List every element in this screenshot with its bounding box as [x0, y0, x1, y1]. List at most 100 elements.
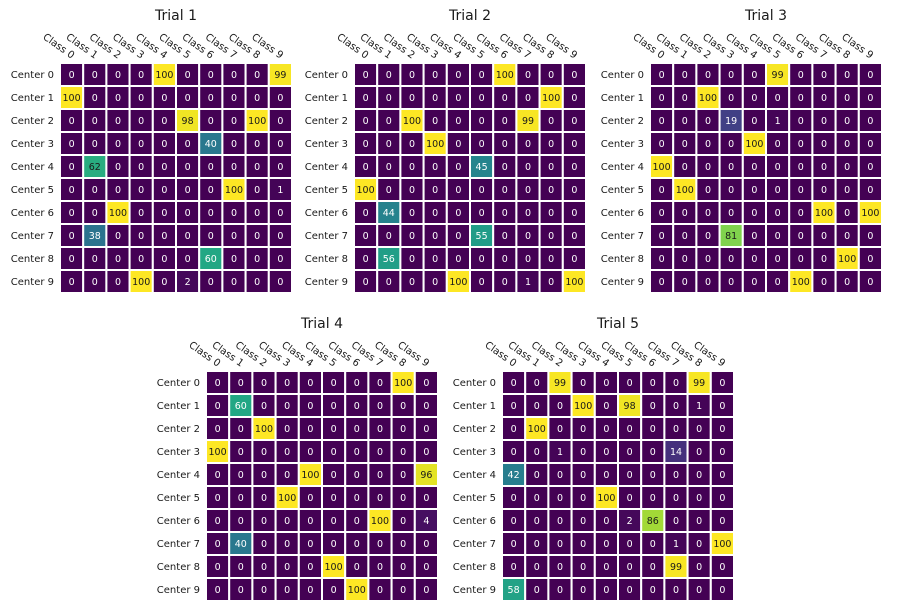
cell-value-label: 0 — [603, 585, 609, 596]
y-tick-label: Center 7 — [601, 231, 644, 242]
cell-value-label: 0 — [728, 185, 734, 196]
cell-value-label: 0 — [231, 277, 237, 288]
cell-value-label: 0 — [844, 139, 850, 150]
y-tick-label: Center 1 — [453, 401, 496, 412]
cell-value-label: 0 — [115, 139, 121, 150]
cell-value-label: 0 — [331, 539, 337, 550]
cell-value-label: 0 — [231, 162, 237, 173]
cell-value-label: 100 — [255, 424, 273, 435]
cell-value-label: 0 — [798, 93, 804, 104]
cell-value-label: 14 — [670, 447, 682, 458]
cell-value-label: 0 — [627, 539, 633, 550]
cell-value-label: 0 — [277, 277, 283, 288]
cell-value-label: 0 — [261, 470, 267, 481]
cell-value-label: 0 — [423, 562, 429, 573]
cell-value-label: 0 — [659, 70, 665, 81]
y-tick-label: Center 5 — [305, 185, 348, 196]
cell-value-label: 0 — [231, 139, 237, 150]
cell-value-label: 0 — [673, 585, 679, 596]
cell-value-label: 0 — [650, 493, 656, 504]
y-tick-label: Center 6 — [453, 516, 496, 527]
y-tick-label: Center 4 — [305, 162, 348, 173]
cell-value-label: 0 — [69, 162, 75, 173]
cell-value-label: 0 — [208, 208, 214, 219]
cell-value-label: 0 — [386, 277, 392, 288]
cell-value-label: 0 — [650, 447, 656, 458]
cell-value-label: 0 — [548, 70, 554, 81]
cell-value-label: 0 — [751, 70, 757, 81]
cell-value-label: 0 — [363, 162, 369, 173]
cell-value-label: 0 — [603, 401, 609, 412]
cell-value-label: 0 — [719, 516, 725, 527]
cell-value-label: 0 — [238, 516, 244, 527]
cell-value-label: 0 — [571, 208, 577, 219]
cell-value-label: 100 — [225, 185, 243, 196]
cell-value-label: 0 — [798, 70, 804, 81]
cell-value-label: 0 — [455, 231, 461, 242]
y-tick-label: Center 3 — [601, 139, 644, 150]
cell-value-label: 0 — [844, 208, 850, 219]
y-tick-label: Center 2 — [601, 116, 644, 127]
cell-value-label: 0 — [386, 93, 392, 104]
cell-value-label: 0 — [548, 116, 554, 127]
cell-value-label: 0 — [432, 208, 438, 219]
cell-value-label: 0 — [775, 208, 781, 219]
cell-value-label: 0 — [138, 254, 144, 265]
cell-value-label: 0 — [277, 139, 283, 150]
cell-value-label: 0 — [557, 493, 563, 504]
cell-value-label: 0 — [673, 493, 679, 504]
cell-value-label: 0 — [534, 516, 540, 527]
cell-value-label: 0 — [363, 116, 369, 127]
cell-value-label: 0 — [867, 277, 873, 288]
cell-value-label: 0 — [307, 562, 313, 573]
cell-value-label: 1 — [525, 277, 531, 288]
cell-value-label: 100 — [371, 516, 389, 527]
cell-value-label: 98 — [182, 116, 194, 127]
cell-value-label: 0 — [92, 208, 98, 219]
cell-value-label: 0 — [208, 162, 214, 173]
cell-value-label: 0 — [728, 70, 734, 81]
cell-value-label: 0 — [69, 185, 75, 196]
y-tick-label: Center 3 — [11, 139, 54, 150]
cell-value-label: 0 — [277, 208, 283, 219]
cell-value-label: 0 — [534, 401, 540, 412]
cell-value-label: 0 — [502, 139, 508, 150]
y-tick-label: Center 1 — [601, 93, 644, 104]
cell-value-label: 0 — [603, 424, 609, 435]
cell-value-label: 55 — [476, 231, 488, 242]
cell-value-label: 0 — [254, 93, 260, 104]
cell-value-label: 0 — [69, 208, 75, 219]
heatmap-cell — [267, 269, 293, 294]
cell-value-label: 0 — [502, 93, 508, 104]
cell-value-label: 0 — [603, 470, 609, 481]
cell-value-label: 0 — [363, 70, 369, 81]
cell-value-label: 0 — [534, 585, 540, 596]
cell-value-label: 0 — [455, 116, 461, 127]
cell-value-label: 100 — [348, 585, 366, 596]
heatmap-cell — [709, 577, 735, 602]
cell-value-label: 0 — [511, 539, 517, 550]
cell-value-label: 0 — [261, 378, 267, 389]
cell-value-label: 0 — [775, 277, 781, 288]
y-tick-label: Center 9 — [305, 277, 348, 288]
cell-value-label: 0 — [502, 254, 508, 265]
cell-value-label: 0 — [821, 254, 827, 265]
cell-value-label: 0 — [161, 93, 167, 104]
cell-value-label: 100 — [565, 277, 583, 288]
cell-value-label: 0 — [254, 162, 260, 173]
cell-value-label: 0 — [161, 139, 167, 150]
cell-value-label: 58 — [508, 585, 520, 596]
cell-value-label: 0 — [363, 254, 369, 265]
cell-value-label: 0 — [603, 447, 609, 458]
y-tick-label: Center 0 — [305, 70, 348, 81]
cell-value-label: 0 — [185, 70, 191, 81]
cell-value-label: 0 — [682, 231, 688, 242]
cell-value-label: 0 — [867, 162, 873, 173]
cell-value-label: 0 — [455, 162, 461, 173]
y-tick-label: Center 2 — [11, 116, 54, 127]
cell-value-label: 0 — [571, 185, 577, 196]
cell-value-label: 0 — [231, 93, 237, 104]
cell-value-label: 0 — [525, 70, 531, 81]
cell-value-label: 100 — [325, 562, 343, 573]
